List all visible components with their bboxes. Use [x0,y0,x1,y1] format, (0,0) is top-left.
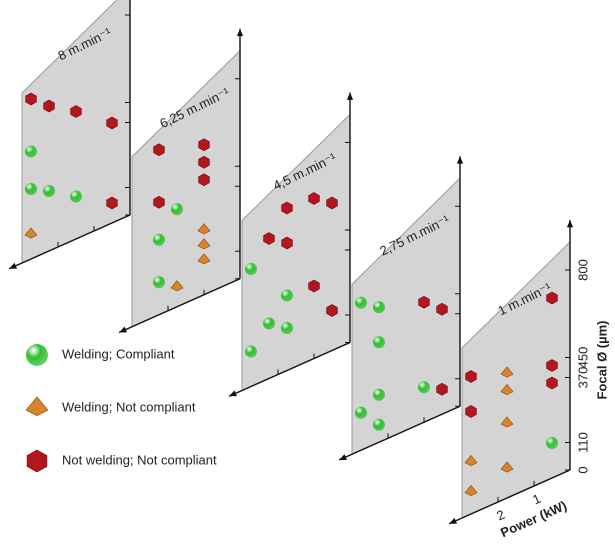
point [500,384,514,396]
point [24,227,38,239]
point [355,406,367,419]
point [198,173,210,187]
point [546,437,558,449]
legend-marker [26,449,48,473]
panel-group: 6,25 m.min⁻¹ [118,28,244,334]
point [25,183,37,195]
point [500,366,514,378]
axis-arrow [9,262,18,269]
axis-line [8,214,131,270]
y-tick-label: 370 [575,367,590,389]
x-tick-label: 1 [530,491,543,508]
point [500,461,514,473]
point [43,99,55,113]
point [326,304,338,317]
point [281,289,293,302]
x-tick-label: 2 [494,507,507,524]
point [70,105,82,118]
legend-label: Welding; Not compliant [62,399,196,414]
legend: Welding; Compliant Welding; Not compliant… [25,344,217,473]
point [245,345,257,358]
axis-line [448,469,571,525]
axis-arrow [236,28,244,37]
point [465,370,477,383]
point [373,388,385,401]
point [465,405,477,418]
point [153,195,165,209]
axis-arrow [119,326,128,333]
x-axis-label: Power (kW) [498,498,569,540]
point [25,145,37,158]
point [500,416,514,428]
point [153,276,165,289]
point [546,291,558,305]
point [281,322,293,334]
point [373,301,385,314]
point [436,382,448,396]
point [418,295,430,309]
point [546,376,558,390]
legend-label: Not welding; Not compliant [62,452,217,467]
point [43,185,55,197]
point [25,92,37,106]
y-tick-label: 110 [575,432,590,453]
point [170,280,184,292]
legend-marker [26,344,48,366]
point [326,196,338,210]
point [436,302,448,316]
point [198,155,210,169]
panel-group: 2,75 m.min⁻¹ [338,156,464,461]
point [263,232,275,245]
y-tick-label: 0 [575,466,590,473]
axis-arrow [229,390,238,397]
point [70,190,82,203]
point [355,296,367,309]
point [197,223,211,235]
point [281,236,293,250]
point [464,485,478,497]
point [373,336,385,349]
panel-group: 4,5 m.min⁻¹ [228,92,354,397]
axis-arrow [456,156,464,164]
point [171,203,183,216]
point [197,253,211,265]
point [308,192,320,205]
point [198,138,210,152]
axis-arrow [339,454,348,461]
point [153,143,165,157]
y-tick-label: 800 [575,259,590,281]
point [153,233,165,246]
point [281,201,293,215]
y-axis-label: Focal Ø (µm) [594,321,609,400]
axis-arrow [449,517,458,524]
axis-arrow [566,220,574,228]
legend-label: Welding; Compliant [62,346,175,361]
panel-group: 8 m.min⁻¹ [8,0,131,270]
axis-arrow [346,92,354,100]
point [106,196,118,210]
point [106,116,118,130]
y-tick-label: 450 [575,347,590,369]
axis-line [118,278,241,334]
point [308,279,320,293]
point [197,238,211,250]
axis-line [228,341,351,397]
axis-line [338,405,461,461]
legend-marker [25,396,49,417]
point [263,317,275,330]
point [464,455,478,467]
point [373,418,385,431]
point [245,263,257,275]
point [418,381,430,394]
point [546,359,558,372]
